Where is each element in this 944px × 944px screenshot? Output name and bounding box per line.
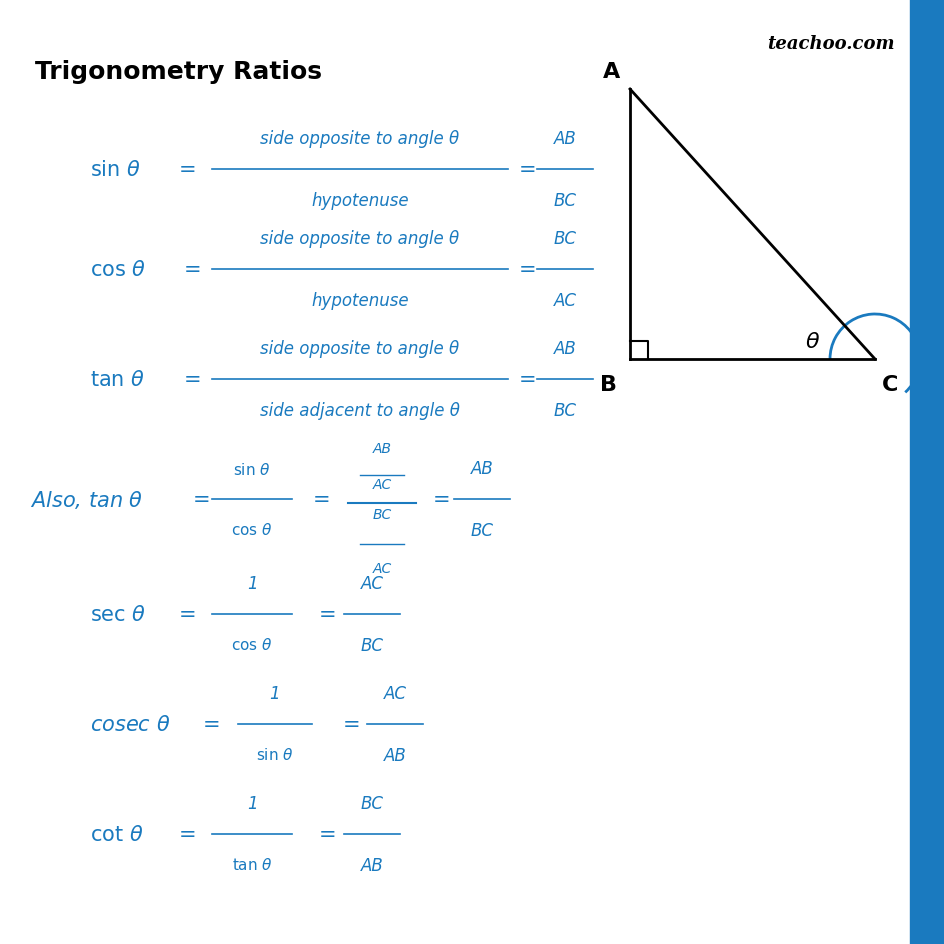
Text: =: = [184, 260, 202, 279]
Text: $\tan\,\theta$: $\tan\,\theta$ [231, 856, 272, 872]
Text: 1: 1 [246, 574, 257, 593]
Text: 1: 1 [269, 684, 280, 702]
Text: =: = [432, 490, 450, 510]
Text: BC: BC [553, 401, 576, 419]
Text: =: = [179, 824, 196, 844]
Text: AC: AC [372, 478, 391, 492]
Text: Also, tan $\theta$: Also, tan $\theta$ [30, 488, 143, 511]
Text: $\theta$: $\theta$ [804, 331, 819, 351]
Text: AB: AB [383, 746, 406, 765]
Text: AB: AB [361, 856, 383, 874]
Text: =: = [179, 160, 196, 179]
Text: AB: AB [470, 460, 493, 478]
Text: $\sin\,\theta$: $\sin\,\theta$ [256, 746, 294, 762]
Text: =: = [319, 824, 336, 844]
Text: =: = [518, 160, 536, 179]
Text: $\cos\,\theta$: $\cos\,\theta$ [90, 260, 146, 279]
Text: =: = [518, 260, 536, 279]
Text: $\tan\,\theta$: $\tan\,\theta$ [90, 370, 145, 390]
Text: AC: AC [383, 684, 406, 702]
Text: cosec $\theta$: cosec $\theta$ [90, 715, 170, 734]
Text: $\sec\,\theta$: $\sec\,\theta$ [90, 604, 146, 624]
Text: side adjacent to angle θ: side adjacent to angle θ [260, 401, 460, 419]
Text: AC: AC [360, 574, 383, 593]
Text: B: B [598, 375, 615, 395]
Bar [909, 0, 944, 944]
Text: =: = [312, 490, 330, 510]
Text: Trigonometry Ratios: Trigonometry Ratios [35, 59, 322, 84]
Text: side opposite to angle θ: side opposite to angle θ [261, 340, 459, 358]
Text: AB: AB [372, 442, 391, 456]
Text: =: = [203, 715, 221, 734]
Text: BC: BC [360, 636, 383, 654]
Text: BC: BC [360, 794, 383, 812]
Text: $\cos\,\theta$: $\cos\,\theta$ [231, 636, 273, 652]
Text: $\cot\,\theta$: $\cot\,\theta$ [90, 824, 143, 844]
Text: BC: BC [553, 229, 576, 247]
Text: AC: AC [553, 292, 576, 310]
Text: teachoo.com: teachoo.com [767, 35, 894, 53]
Text: AB: AB [553, 130, 576, 148]
Text: =: = [343, 715, 361, 734]
Text: AB: AB [553, 340, 576, 358]
Text: A: A [602, 62, 620, 82]
Text: side opposite to angle θ: side opposite to angle θ [261, 229, 459, 247]
Text: $\sin\,\theta$: $\sin\,\theta$ [233, 462, 271, 478]
Text: hypotenuse: hypotenuse [311, 292, 409, 310]
Text: $\sin\,\theta$: $\sin\,\theta$ [90, 160, 141, 179]
Text: 1: 1 [246, 794, 257, 812]
Text: AC: AC [372, 562, 391, 576]
Text: =: = [518, 370, 536, 390]
Text: =: = [179, 604, 196, 624]
Text: =: = [184, 370, 202, 390]
Text: BC: BC [553, 192, 576, 210]
Text: side opposite to angle θ: side opposite to angle θ [261, 130, 459, 148]
Text: =: = [319, 604, 336, 624]
Text: BC: BC [470, 521, 493, 539]
Text: C: C [881, 375, 897, 395]
Text: hypotenuse: hypotenuse [311, 192, 409, 210]
Text: =: = [193, 490, 211, 510]
Text: $\cos\,\theta$: $\cos\,\theta$ [231, 521, 273, 537]
Text: BC: BC [372, 508, 391, 521]
